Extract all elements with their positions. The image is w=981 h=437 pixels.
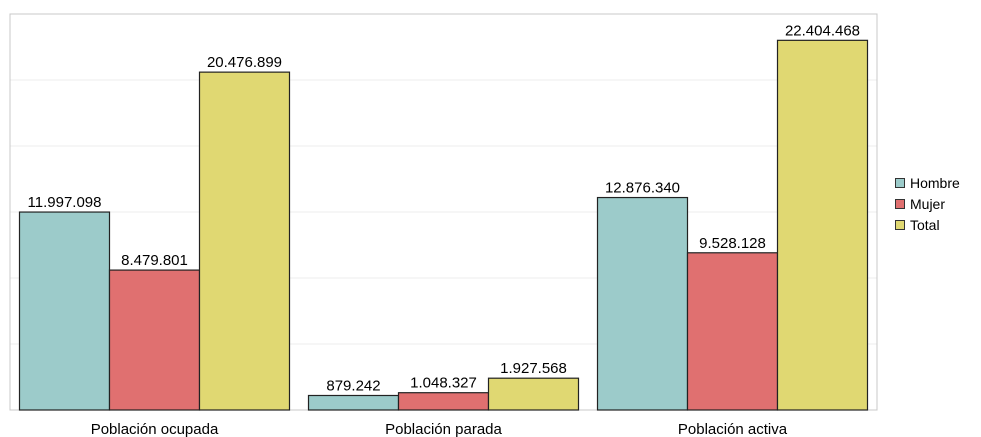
data-label: 8.479.801 (121, 252, 188, 269)
legend-item-hombre: Hombre (895, 172, 960, 193)
data-label: 11.997.098 (28, 194, 102, 211)
bar-hombre (596, 196, 689, 411)
bar-mujer (397, 392, 490, 411)
bar-hombre (307, 394, 400, 411)
bars (18, 39, 869, 411)
data-label: 1.048.327 (410, 375, 477, 392)
legend: Hombre Mujer Total (895, 172, 960, 235)
legend-label-mujer: Mujer (910, 195, 946, 212)
data-labels: 11.997.098 8.479.801 20.476.899 879.242 1.04… (28, 22, 861, 394)
bar-mujer (108, 269, 201, 411)
legend-swatch-mujer (895, 198, 905, 209)
legend-swatch-total (895, 219, 905, 230)
x-tick-label: Población activa (678, 421, 788, 437)
data-label: 879.242 (326, 377, 380, 394)
data-label: 20.476.899 (207, 54, 282, 71)
x-tick-label: Población ocupada (91, 421, 219, 437)
data-label: 22.404.468 (785, 22, 860, 39)
bar-total (198, 71, 291, 411)
data-label: 9.528.128 (699, 235, 766, 252)
data-label: 12.876.340 (605, 180, 680, 197)
legend-swatch-hombre (895, 177, 905, 188)
bar-total (487, 377, 580, 411)
data-label: 1.927.568 (500, 360, 567, 377)
x-axis-tick-labels: Población ocupada Población parada Poblaci… (91, 421, 788, 437)
bar-hombre (18, 211, 111, 411)
legend-item-mujer: Mujer (895, 193, 960, 214)
bar-total (776, 39, 869, 411)
bar-mujer (686, 252, 779, 411)
legend-label-total: Total (910, 216, 940, 233)
legend-item-total: Total (895, 214, 960, 235)
x-tick-label: Población parada (385, 421, 502, 437)
legend-label-hombre: Hombre (910, 174, 960, 191)
